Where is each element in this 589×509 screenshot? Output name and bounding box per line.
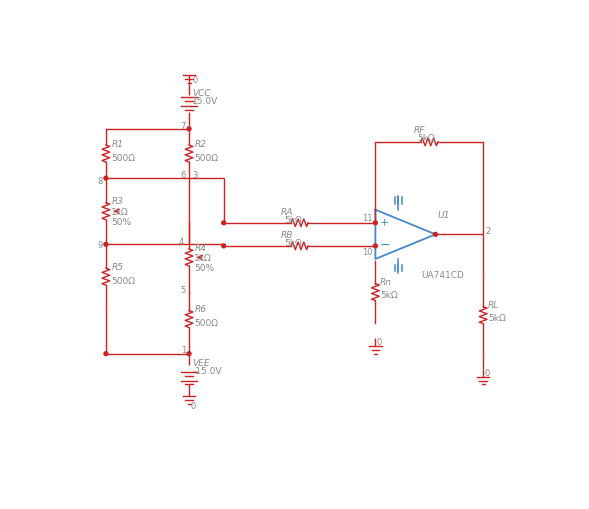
Text: U1: U1	[438, 211, 450, 220]
Text: 50%: 50%	[194, 264, 214, 273]
Circle shape	[222, 221, 226, 224]
Text: 10: 10	[362, 247, 372, 257]
Circle shape	[434, 233, 438, 236]
Text: 3: 3	[192, 171, 197, 180]
Text: -15.0V: -15.0V	[192, 367, 221, 376]
Circle shape	[222, 244, 226, 248]
Text: R4: R4	[194, 244, 207, 252]
Circle shape	[104, 242, 108, 246]
Text: 7: 7	[181, 122, 186, 131]
Circle shape	[373, 221, 378, 224]
Text: RF: RF	[414, 126, 425, 135]
Text: 1kΩ: 1kΩ	[194, 254, 212, 264]
Text: 50%: 50%	[111, 217, 131, 227]
Text: 0: 0	[192, 76, 197, 85]
Circle shape	[187, 127, 191, 131]
Text: UA741CD: UA741CD	[422, 271, 465, 280]
Text: R2: R2	[194, 140, 207, 149]
Text: 9: 9	[98, 241, 103, 250]
Text: 500Ω: 500Ω	[194, 154, 219, 162]
Text: Rn: Rn	[380, 278, 392, 288]
Text: 0: 0	[191, 402, 196, 411]
Text: RL: RL	[488, 301, 499, 310]
Text: 1: 1	[181, 346, 186, 355]
Circle shape	[187, 352, 191, 356]
Text: 500Ω: 500Ω	[111, 154, 135, 162]
Text: 5kΩ: 5kΩ	[380, 291, 398, 300]
Text: 5kΩ: 5kΩ	[418, 134, 435, 144]
Text: R3: R3	[111, 197, 123, 207]
Text: R1: R1	[111, 140, 123, 149]
Text: VEE: VEE	[192, 359, 210, 368]
Text: RB: RB	[280, 231, 293, 240]
Text: R6: R6	[194, 305, 207, 314]
Circle shape	[104, 176, 108, 180]
Text: R5: R5	[111, 263, 123, 272]
Text: 5: 5	[181, 286, 186, 295]
Text: RA: RA	[280, 208, 293, 216]
Text: VCC: VCC	[192, 89, 211, 98]
Text: 5kΩ: 5kΩ	[488, 314, 505, 323]
Circle shape	[373, 244, 378, 248]
Text: 5kΩ: 5kΩ	[284, 239, 302, 248]
Text: 11: 11	[362, 214, 372, 223]
Text: +: +	[380, 218, 389, 228]
Text: 5kΩ: 5kΩ	[284, 216, 302, 225]
Text: 8: 8	[97, 177, 103, 186]
Text: 15.0V: 15.0V	[192, 97, 219, 106]
Text: 0: 0	[377, 338, 382, 348]
Text: 2: 2	[485, 227, 491, 236]
Text: −: −	[379, 239, 390, 252]
Circle shape	[104, 352, 108, 356]
Text: 4: 4	[178, 238, 184, 247]
Text: 500Ω: 500Ω	[194, 319, 219, 328]
Text: 1kΩ: 1kΩ	[111, 208, 129, 217]
Text: 500Ω: 500Ω	[111, 277, 135, 286]
Text: 6: 6	[181, 171, 186, 180]
Text: 0: 0	[485, 369, 490, 378]
